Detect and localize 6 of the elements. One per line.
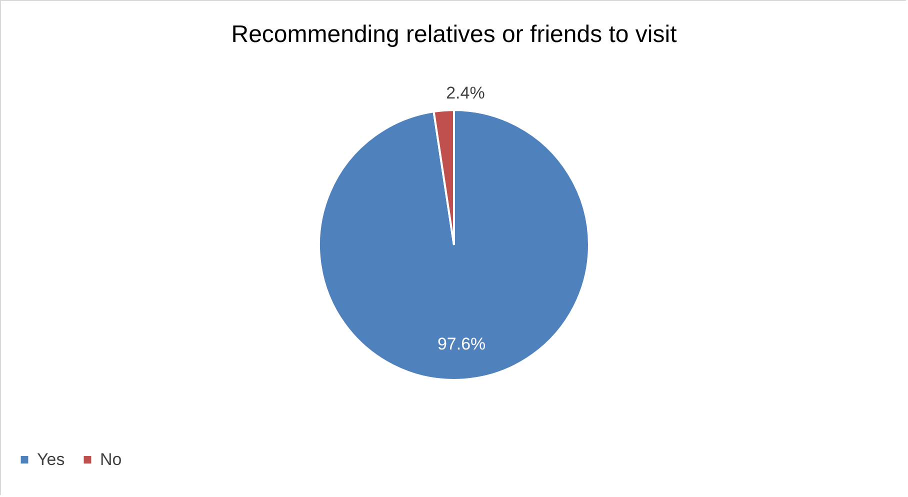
chart-title: Recommending relatives or friends to visit	[231, 21, 678, 48]
data-label: 97.6%	[437, 334, 486, 354]
pie-slice	[318, 109, 590, 381]
legend-label: No	[100, 450, 122, 469]
legend-label: Yes	[37, 450, 65, 469]
data-label: 2.4%	[446, 83, 485, 102]
